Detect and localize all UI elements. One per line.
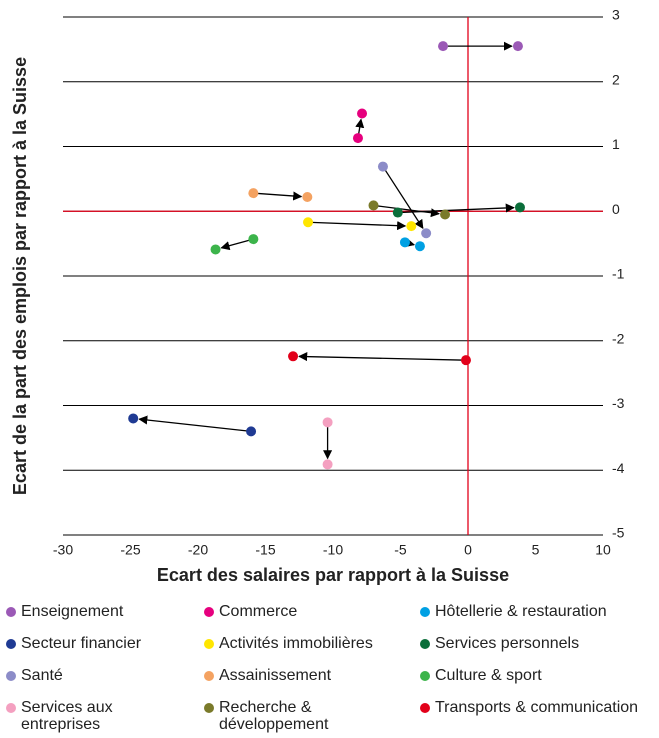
point (246, 426, 257, 437)
point (399, 237, 410, 248)
legend-item: Services personnels (420, 635, 650, 652)
legend-marker (204, 607, 214, 617)
legend-item: Secteur financier (6, 635, 161, 652)
legend-marker (6, 703, 16, 713)
change-arrow (298, 352, 466, 362)
legend-label: Enseignement (21, 603, 124, 620)
y-tick-label: 1 (612, 136, 620, 152)
change-arrow (308, 221, 407, 231)
x-tick-label: -25 (120, 542, 140, 558)
change-arrow (138, 415, 252, 433)
chart: Ecart des salaires par rapport à la Suis… (10, 7, 625, 585)
point (414, 241, 425, 252)
legend-item: Hôtellerie & restauration (420, 603, 650, 620)
point (377, 161, 388, 172)
legend-marker (204, 671, 214, 681)
legend-label: Recherche & développement (219, 699, 329, 733)
y-tick-label: 0 (612, 201, 620, 217)
y-tick-label: 2 (612, 71, 620, 87)
change-arrow (253, 191, 303, 201)
point (210, 244, 221, 255)
legend-marker (6, 639, 16, 649)
y-tick-label: -1 (612, 266, 625, 282)
legend-item: Culture & sport (420, 667, 650, 684)
x-tick-label: 0 (464, 542, 472, 558)
point (357, 108, 368, 119)
point (368, 200, 379, 211)
y-tick-label: -2 (612, 330, 625, 346)
point (440, 209, 451, 220)
legend-label: Transports & communication (435, 699, 639, 716)
x-tick-label: -30 (53, 542, 73, 558)
point (288, 351, 299, 362)
x-tick-label: -20 (188, 542, 208, 558)
legend-item: Services aux entreprises (6, 699, 161, 733)
legend-label: Assainissement (219, 667, 332, 684)
point (460, 355, 471, 366)
y-axis-label: Ecart de la part des emplois par rapport… (10, 57, 30, 495)
change-arrow (373, 204, 441, 218)
legend-item: Santé (6, 667, 161, 684)
change-arrow (382, 166, 424, 229)
legend-marker (204, 639, 214, 649)
legend-item: Transports & communication (420, 699, 650, 716)
point (322, 459, 333, 470)
legend-label: Hôtellerie & restauration (435, 603, 607, 620)
legend-label: Commerce (219, 603, 298, 620)
legend-marker (420, 703, 430, 713)
point (406, 221, 417, 232)
legend-marker (6, 607, 16, 617)
point (322, 417, 333, 428)
y-tick-label: -5 (612, 525, 625, 541)
x-tick-label: -5 (394, 542, 407, 558)
point (128, 413, 139, 424)
y-tick-label: -4 (612, 460, 625, 476)
y-tick-label: 3 (612, 7, 620, 23)
legend-label: Secteur financier (21, 635, 142, 652)
legend-marker (6, 671, 16, 681)
legend-label: Culture & sport (435, 667, 542, 684)
change-arrow (397, 203, 515, 214)
change-arrow (220, 238, 254, 251)
legend-marker (420, 639, 430, 649)
legend-label: Santé (21, 667, 63, 684)
x-tick-label: -15 (255, 542, 275, 558)
legend-label: Services aux entreprises (21, 699, 113, 733)
legend-marker (420, 607, 430, 617)
point (248, 234, 259, 245)
legend-item: Recherche & développement (204, 699, 389, 733)
x-tick-label: 5 (532, 542, 540, 558)
legend-marker (204, 703, 214, 713)
legend-marker (420, 671, 430, 681)
y-tick-label: -3 (612, 395, 625, 411)
point (303, 217, 314, 228)
legend-label: Services personnels (435, 635, 580, 652)
point (421, 228, 432, 239)
point (392, 207, 403, 218)
point (352, 133, 363, 144)
legend-item: Activités immobilières (204, 635, 389, 652)
legend-item: Commerce (204, 603, 389, 620)
x-tick-label: -10 (323, 542, 343, 558)
point (438, 41, 449, 52)
legend-item: Enseignement (6, 603, 161, 620)
point (512, 41, 523, 52)
point (302, 192, 313, 203)
legend-item: Assainissement (204, 667, 389, 684)
x-tick-label: 10 (595, 542, 611, 558)
point (514, 202, 525, 213)
x-axis-label: Ecart des salaires par rapport à la Suis… (157, 565, 509, 585)
point (248, 188, 259, 199)
legend-label: Activités immobilières (219, 635, 373, 652)
